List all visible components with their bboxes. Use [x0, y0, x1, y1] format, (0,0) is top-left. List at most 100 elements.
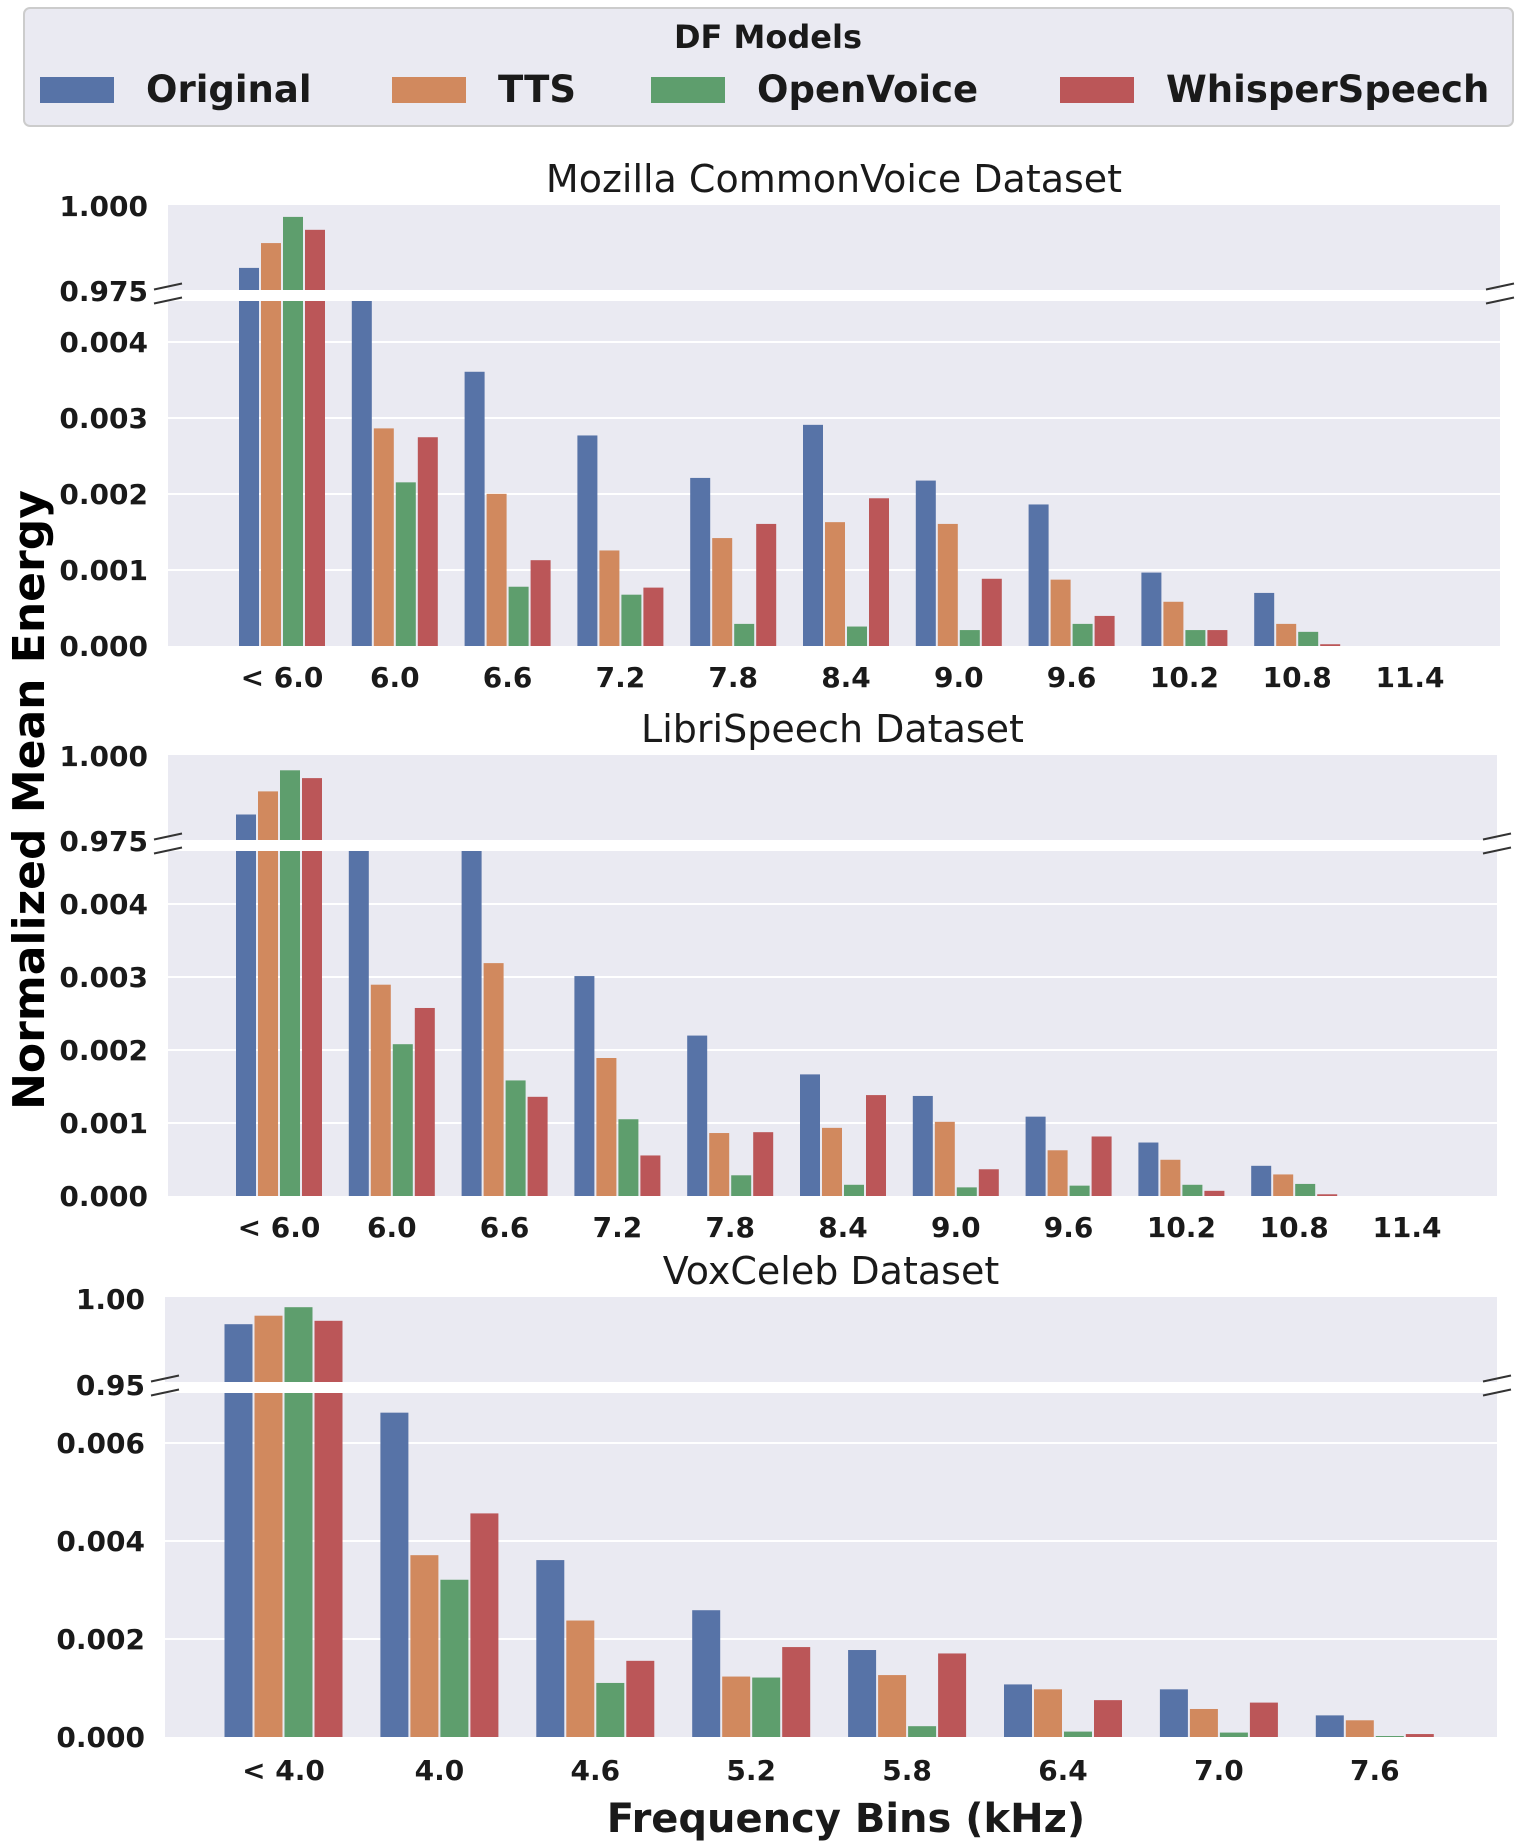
bar-1-1-0 [348, 851, 369, 1196]
bar-1-4-0 [687, 1035, 708, 1196]
bar-0-1-3 [417, 437, 438, 646]
bar-2-0-0-upper [224, 1324, 253, 1382]
chart-panel-2: VoxCeleb Dataset 0.000 0.002 0.004 0.006 1.00… [56, 1249, 1512, 1787]
x-tick-label-2-0: < 4.0 [242, 1754, 325, 1787]
x-tick-label-1-3: 7.2 [593, 1211, 643, 1244]
lower-tick-label-1-2: 0.002 [59, 1034, 148, 1067]
legend-entry-2: OpenVoice [651, 68, 978, 111]
bar-2-7-0 [1315, 1715, 1344, 1737]
lower-tick-label-0-4: 0.004 [59, 326, 148, 359]
bar-2-0-2-upper [284, 1307, 313, 1382]
bar-2-4-2 [908, 1726, 937, 1737]
bar-1-4-3 [753, 1132, 774, 1196]
bar-0-1-2 [395, 482, 416, 646]
bar-0-4-2 [734, 623, 755, 646]
bar-0-7-1 [1050, 579, 1071, 646]
lower-tick-label-2-1: 0.002 [56, 1623, 145, 1656]
bar-1-3-2 [618, 1119, 639, 1196]
x-tick-label-1-1: 6.0 [367, 1211, 417, 1244]
bar-2-0-1 [254, 1393, 283, 1737]
x-tick-label-1-10: 11.4 [1372, 1211, 1441, 1244]
lower-tick-label-1-1: 0.001 [59, 1107, 148, 1140]
bar-0-3-2 [621, 594, 642, 646]
bar-2-1-2 [440, 1579, 469, 1737]
legend-label-0: Original [146, 68, 312, 111]
bar-0-5-1 [825, 522, 845, 646]
bar-0-0-2-upper [283, 216, 303, 290]
bar-0-0-3 [305, 301, 325, 646]
bar-1-0-0-upper [236, 814, 256, 840]
x-tick-label-0-10: 11.4 [1375, 661, 1444, 694]
panel-title-2: VoxCeleb Dataset [663, 1249, 999, 1293]
bar-1-1-3 [414, 1007, 435, 1196]
bar-1-9-2 [1295, 1183, 1316, 1196]
x-tick-label-0-4: 7.8 [708, 661, 758, 694]
bar-2-7-3 [1405, 1734, 1434, 1737]
bar-2-1-0 [380, 1412, 409, 1737]
bar-1-4-1 [709, 1133, 730, 1196]
bar-2-7-2 [1375, 1736, 1404, 1737]
chart-panel-0: Mozilla CommonVoice Dataset 0.000 0.001 0.0… [59, 157, 1515, 694]
bar-1-9-0 [1251, 1165, 1272, 1196]
lower-tick-label-1-0: 0.000 [59, 1180, 148, 1213]
legend-label-3: WhisperSpeech [1166, 68, 1489, 111]
bar-0-9-1 [1276, 623, 1297, 646]
bar-1-7-0 [1025, 1116, 1046, 1196]
bar-1-6-2 [956, 1187, 977, 1196]
x-tick-label-1-4: 7.8 [705, 1211, 755, 1244]
legend-entry-1: TTS [392, 68, 576, 111]
legend-swatch-3 [1060, 77, 1134, 103]
x-tick-label-1-9: 10.8 [1260, 1211, 1329, 1244]
bar-2-2-1 [566, 1620, 595, 1737]
bar-1-8-3 [1204, 1190, 1225, 1196]
legend-entry-0: Original [40, 68, 312, 111]
bar-1-7-1 [1047, 1150, 1068, 1196]
bar-0-0-3-upper [305, 229, 325, 290]
bar-0-9-0 [1254, 592, 1275, 646]
bar-1-7-3 [1091, 1136, 1112, 1196]
bar-2-3-1 [722, 1676, 751, 1737]
x-tick-label-1-2: 6.6 [480, 1211, 530, 1244]
axis-break-mark-1-0 [153, 832, 183, 855]
bar-2-0-3 [314, 1393, 343, 1737]
bar-0-3-0 [577, 435, 598, 646]
chart-panel-1: LibriSpeech Dataset 0.000 0.001 0.002 0.003 0… [59, 707, 1512, 1244]
x-tick-label-1-0: < 6.0 [238, 1211, 321, 1244]
bar-1-6-1 [934, 1121, 955, 1196]
bar-0-4-0 [690, 477, 711, 646]
bar-0-5-0 [803, 424, 823, 646]
legend-label-1: TTS [498, 68, 576, 111]
bar-0-6-0 [915, 480, 936, 646]
bar-1-0-1 [258, 851, 278, 1196]
bar-0-8-1 [1163, 601, 1184, 646]
bar-1-0-1-upper [258, 791, 278, 840]
x-tick-label-0-3: 7.2 [596, 661, 646, 694]
legend-swatch-0 [40, 77, 114, 103]
bar-0-1-1 [373, 428, 394, 646]
lower-tick-label-0-3: 0.003 [59, 402, 148, 435]
lower-tick-label-2-2: 0.004 [56, 1525, 145, 1558]
x-tick-label-0-1: 6.0 [370, 661, 420, 694]
bar-0-0-0 [239, 301, 259, 646]
axis-break-mark-0-1 [1485, 282, 1515, 305]
bar-0-1-0 [351, 301, 372, 646]
lower-tick-label-0-2: 0.002 [59, 478, 148, 511]
panel-title-0: Mozilla CommonVoice Dataset [546, 157, 1122, 201]
upper-tick-label-0-0: 1.000 [59, 190, 148, 223]
bar-0-0-1 [261, 301, 281, 646]
bar-1-6-3 [978, 1169, 999, 1196]
bar-0-0-2 [283, 301, 303, 646]
upper-axes-bg-1 [168, 755, 1497, 840]
x-tick-label-0-7: 9.6 [1047, 661, 1097, 694]
bar-0-5-3 [869, 498, 889, 646]
bar-0-5-2 [847, 626, 867, 646]
bar-0-6-2 [959, 630, 980, 646]
bar-0-3-1 [599, 550, 620, 646]
bar-2-5-3 [1094, 1700, 1122, 1737]
legend-swatch-1 [392, 77, 466, 103]
bar-1-3-1 [596, 1058, 617, 1196]
bar-2-5-0 [1004, 1684, 1032, 1737]
x-tick-label-0-9: 10.8 [1263, 661, 1332, 694]
bar-2-3-2 [752, 1677, 781, 1737]
